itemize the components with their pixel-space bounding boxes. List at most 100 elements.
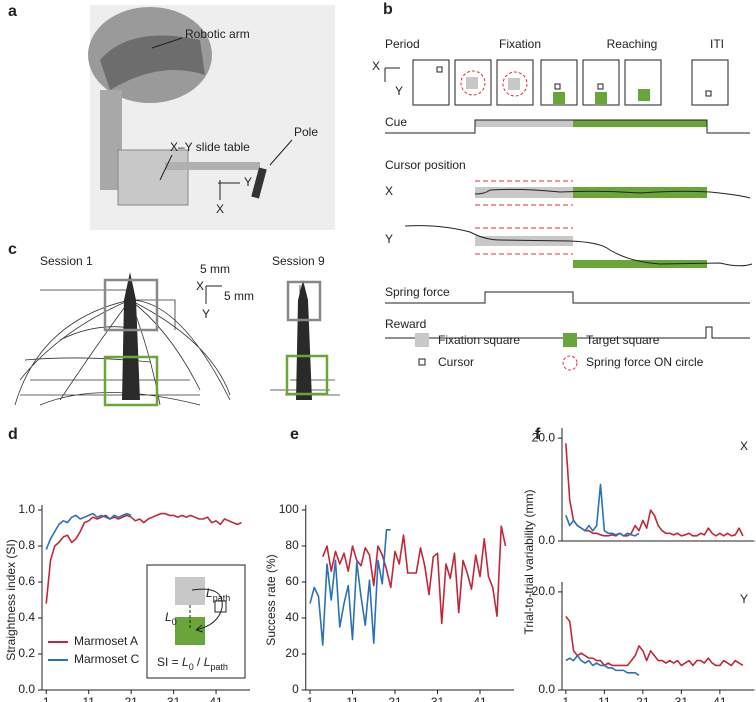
axis-label: X (196, 279, 204, 293)
row-label: Spring force (385, 285, 450, 299)
robot-arm (100, 90, 122, 190)
y-tick-label: 0.4 (18, 610, 35, 624)
series-line (322, 525, 507, 625)
row-label: Cue (385, 115, 407, 129)
x-tick-label: 1 (43, 695, 50, 702)
panel-label: a (8, 3, 17, 20)
x-trace (474, 188, 751, 199)
period: Reaching (607, 37, 658, 51)
spring-limits (475, 180, 573, 255)
x-tick-label: 1 (563, 695, 570, 702)
annotation: Pole (294, 125, 318, 139)
x-tick-label: 21 (124, 695, 138, 702)
y-tick-label: 80 (285, 538, 299, 552)
y-tick-label: 40 (285, 610, 299, 624)
y-tick-label: 0 (292, 682, 299, 696)
x-fixation (475, 187, 573, 198)
scale-label: 5 mm (200, 262, 230, 276)
legend-label: Marmoset A (74, 634, 138, 648)
axis-label: Y (395, 84, 403, 98)
series-line (565, 615, 744, 667)
series-line (565, 443, 744, 537)
x-tick-label: 31 (431, 695, 445, 702)
fixation-square (466, 77, 478, 89)
pointer (159, 154, 173, 181)
reward-trace (385, 326, 750, 339)
cue-target (573, 120, 707, 127)
screens (412, 59, 729, 106)
inset-text: 0 (189, 662, 194, 672)
trajectories (14, 285, 340, 406)
fixation-square (286, 280, 322, 322)
y-fixation (475, 236, 573, 246)
inset-text: / (194, 655, 204, 669)
legend-swatch (418, 358, 426, 366)
scale-bar (205, 285, 222, 304)
inset-label: Lpath (206, 586, 230, 603)
pole (251, 167, 267, 199)
panel-c: c Session 1 Session 9 5 mm 5 mm X Y (8, 241, 340, 407)
target-square (595, 92, 607, 104)
legend-label: Cursor (438, 355, 474, 369)
y-tick-label: 0.2 (18, 646, 35, 660)
robot-head-shade (100, 35, 205, 90)
cue-trace (385, 119, 750, 134)
y-tick-label: 20.0 (532, 430, 556, 444)
slide-table (117, 149, 189, 206)
inset-text: L (165, 610, 172, 624)
row-label: X (385, 184, 393, 198)
y-axis-label: Success rate (%) (264, 554, 278, 645)
legend-label: Spring force ON circle (586, 355, 704, 369)
y-tick-label: 0.8 (18, 538, 35, 552)
annotation: X (216, 202, 224, 216)
axis-line (305, 505, 514, 691)
annotation: X (740, 439, 748, 453)
y-tick-label: 0.0 (538, 533, 555, 547)
cue-fixation (475, 120, 573, 127)
spring-trace (385, 291, 750, 304)
legend-label: Target square (586, 333, 660, 347)
x-tick-label: 11 (346, 695, 359, 702)
inset-text: SI = (157, 655, 182, 669)
x-tick-label: 21 (388, 695, 402, 702)
panel-label: c (8, 241, 17, 258)
charts: 0.00.20.40.60.81.0111213141SessionStraig… (4, 426, 755, 702)
x-tick-label: 31 (167, 695, 181, 702)
series-line (309, 529, 391, 646)
annotation: Y (244, 175, 252, 189)
x-tick-label: 41 (713, 695, 727, 702)
x-tick-label: 1 (307, 695, 314, 702)
series-line (565, 483, 640, 537)
inset-text: L (204, 655, 211, 669)
axis-label: X (372, 59, 380, 73)
row-label: Reward (385, 317, 426, 331)
session-label: Session 9 (272, 254, 325, 268)
target-square (103, 355, 159, 407)
axis-label: Y (202, 307, 210, 321)
panel-b: b Period Fixation Reaching ITI X Y Cue C… (372, 1, 753, 371)
session-label: Session 1 (40, 254, 93, 268)
row-label: Cursor position (385, 158, 466, 172)
x-tick-label: 31 (675, 695, 689, 702)
y-axis-label: Straightness index (SI) (4, 539, 18, 660)
x-tick-label: 41 (209, 695, 223, 702)
period-label: Period (385, 37, 420, 51)
inset-text: L (182, 655, 189, 669)
y-tick-label: 20 (285, 646, 299, 660)
inset-label: SI = L0 / Lpath (157, 655, 228, 672)
axis-line (561, 582, 755, 691)
series-line (565, 654, 640, 676)
legend-swatch (415, 333, 429, 347)
actual-path (191, 588, 223, 633)
trajectory-density (122, 272, 140, 400)
scale-label: 5 mm (224, 289, 254, 303)
x-tick-label: 41 (473, 695, 487, 702)
annotation: Robotic arm (185, 27, 250, 41)
fixation-square (175, 577, 205, 605)
trajectory-density (296, 280, 312, 400)
y-trace (404, 225, 753, 267)
inset-text: L (206, 586, 213, 600)
annotation: Y (740, 592, 748, 606)
